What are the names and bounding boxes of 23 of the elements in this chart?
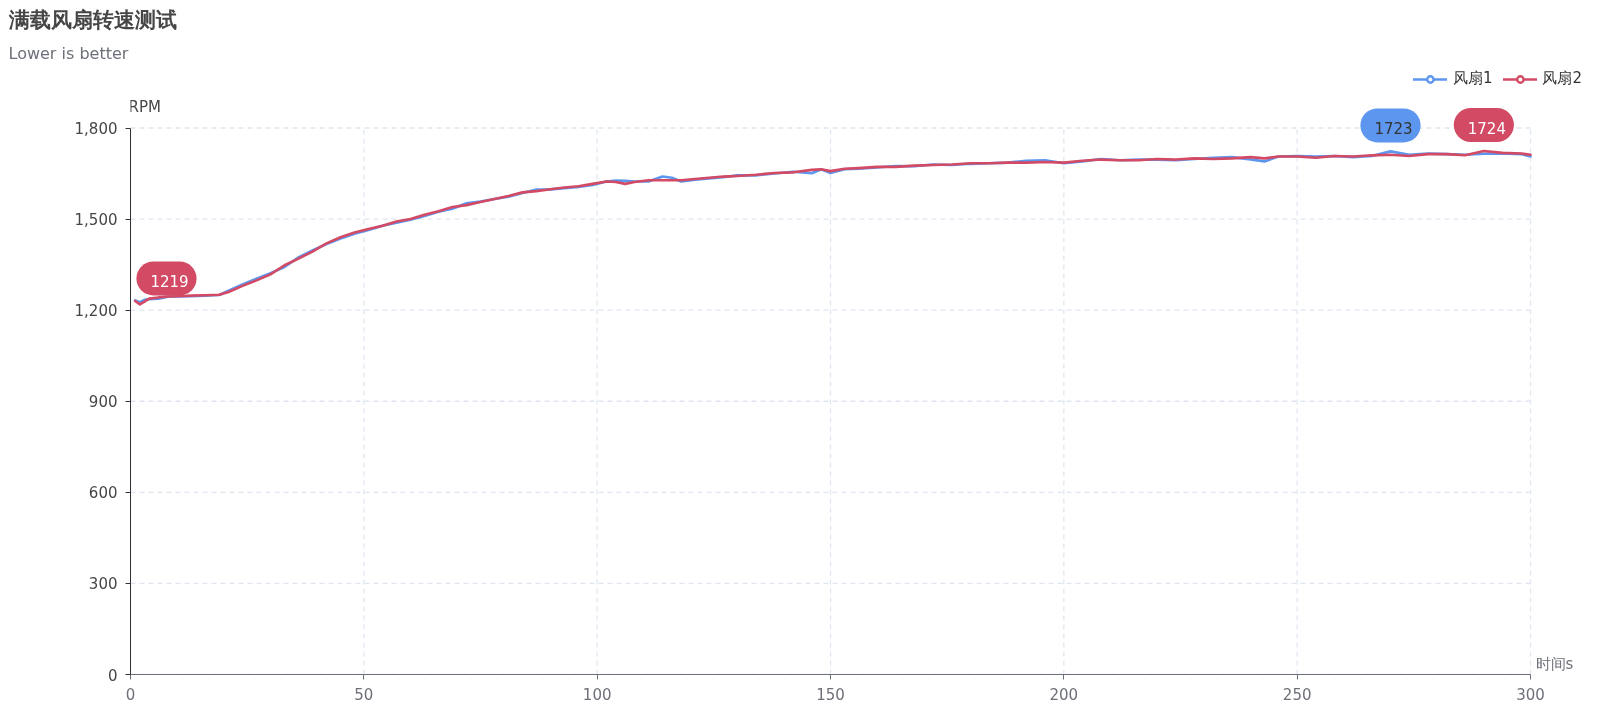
y-tick-label: 1,200 <box>74 302 118 321</box>
x-tick-label: 150 <box>816 685 845 704</box>
y-tick-label: 300 <box>88 575 118 594</box>
x-tick-label: 100 <box>582 685 612 704</box>
legend-label: 风扇2 <box>1542 69 1582 88</box>
x-tick-label: 0 <box>125 685 136 704</box>
legend-label: 风扇1 <box>1452 69 1493 88</box>
y-tick-label: 1,500 <box>74 211 118 230</box>
x-tick-label: 300 <box>1516 685 1545 704</box>
annotation: 1723 <box>1374 120 1413 139</box>
x-tick-label: 50 <box>354 685 374 704</box>
annotation: 1724 <box>1467 120 1506 139</box>
y-tick-label: 0 <box>107 666 118 685</box>
y-axis-title: RPM <box>128 98 161 116</box>
annotation: 1219 <box>150 273 189 292</box>
chart-title: 满载风扇转速测试 <box>7 7 177 32</box>
x-axis-title: 时间s <box>1535 654 1574 673</box>
y-tick-label: 900 <box>88 393 118 412</box>
x-tick-label: 250 <box>1282 685 1312 704</box>
y-tick-label: 1,800 <box>74 120 118 138</box>
x-tick-label: 200 <box>1049 685 1079 704</box>
y-tick-label: 600 <box>88 484 118 503</box>
chart-subtitle: Lower is better <box>8 43 129 63</box>
